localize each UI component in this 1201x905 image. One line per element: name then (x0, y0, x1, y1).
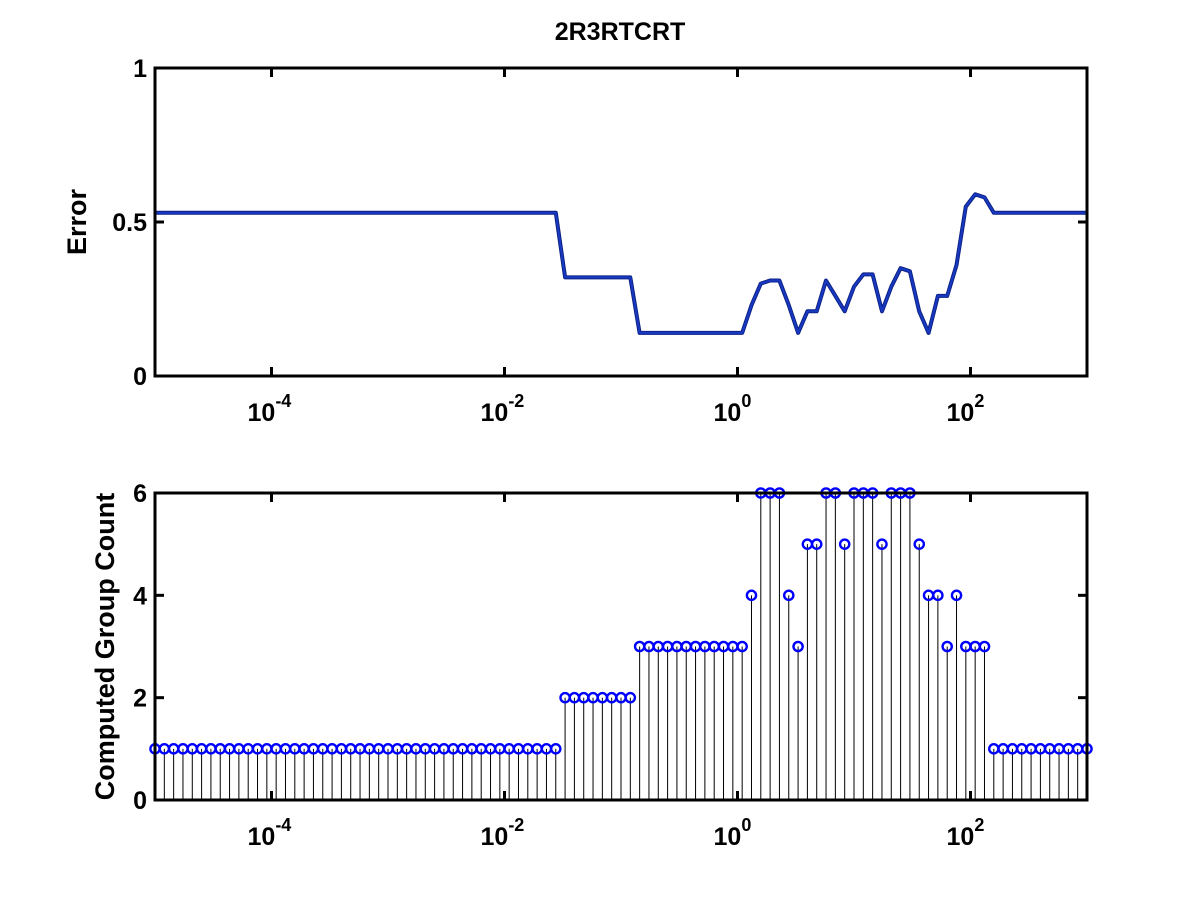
error-line-outline (155, 192, 1087, 335)
stem-marker (941, 640, 954, 653)
stem-marker (876, 538, 888, 550)
axes-box (153, 66, 1089, 378)
y-tick-label: 0 (133, 787, 147, 815)
x-tick-label: 100 (714, 815, 752, 851)
y-tick-label: 0 (133, 363, 147, 391)
stem-marker (838, 538, 851, 550)
x-tick-exponent: 2 (974, 815, 984, 835)
error-line (155, 193, 1087, 334)
chart-title: 2R3RTCRT (555, 18, 686, 46)
y-tick-label: 6 (133, 480, 147, 508)
y-axis-label: Computed Group Count (90, 493, 120, 800)
stem-marker (782, 589, 795, 602)
x-tick-label: 102 (947, 815, 985, 851)
stem-marker (792, 640, 804, 653)
y-tick-label: 0.5 (112, 209, 147, 237)
y-axis-label: Error (62, 188, 92, 255)
x-tick-label: 10-2 (481, 391, 525, 427)
axes-box (153, 491, 1089, 802)
x-tick-exponent: -2 (508, 815, 524, 835)
x-tick-exponent: 0 (741, 815, 751, 835)
stem-marker (978, 640, 991, 653)
x-tick-exponent: 0 (741, 391, 751, 411)
stem-marker (913, 538, 926, 550)
stem-marker (810, 538, 823, 550)
y-tick-label: 4 (133, 582, 147, 610)
x-tick-label: 10-2 (481, 815, 525, 851)
x-tick-exponent: -4 (275, 391, 291, 411)
stem-marker (745, 589, 758, 602)
stem-marker (736, 640, 748, 653)
x-tick-exponent: 2 (974, 391, 984, 411)
x-tick-exponent: -4 (275, 815, 291, 835)
y-tick-label: 1 (133, 55, 147, 83)
error-axes: 10-4 10-2 100 102 0 0.5 1 Error (62, 55, 1089, 427)
group-count-axes: 10-4 10-2 100 102 0 2 4 6 Computed Group Count (90, 480, 1093, 851)
stem-marker (950, 589, 963, 602)
y-tick-label: 2 (133, 685, 147, 713)
x-tick-label: 102 (947, 391, 985, 427)
x-tick-label: 10-4 (248, 391, 292, 427)
x-tick-label: 100 (714, 391, 752, 427)
x-tick-exponent: -2 (508, 391, 524, 411)
stem-marker (624, 691, 637, 704)
stem-marker (932, 589, 944, 602)
stem-marker (549, 743, 562, 755)
x-tick-label: 10-4 (248, 815, 292, 851)
